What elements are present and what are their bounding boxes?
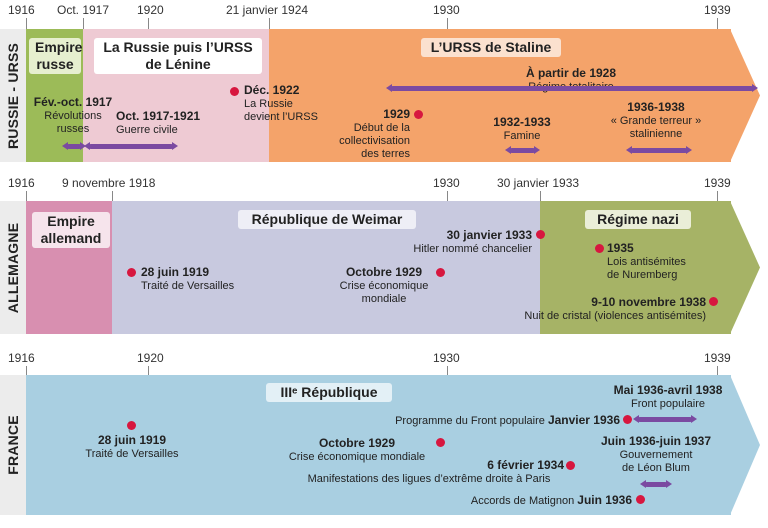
arrow-head-france [730,375,760,515]
tick-1939: 1939 [704,3,731,17]
duration-bar-guerre-civile [84,142,178,150]
tickmark [447,366,448,376]
event-dot-30-janvier-1933 [536,230,545,239]
duration-bar-front-populaire [633,415,697,423]
event-28-juin-1919: 28 juin 1919 Traité de Versailles [141,265,235,293]
row-sidebar [0,201,26,334]
event-dot-6-fevrier-1934 [566,461,575,470]
tickmark [447,18,448,30]
event-octobre-1929: Octobre 1929 Crise économique mondiale [288,436,426,464]
tick-21-janvier-1924: 21 janvier 1924 [226,3,309,17]
period-title-regime-nazi: Régime nazi [585,210,691,229]
tick-1920: 1920 [137,351,164,365]
tickmark [447,191,448,202]
tickmark [269,18,270,30]
duration-bar-leon-blum [640,480,672,488]
event-dot-9-10-novembre-1938 [709,297,718,306]
period-title-weimar: République de Weimar [238,210,416,229]
tickmark [148,18,149,30]
tickmark [26,191,27,202]
duration-bar-regime-totalitaire [386,84,758,92]
event-dot-octobre-1929 [436,268,445,277]
tickmark [26,366,27,376]
tick-1939: 1939 [704,351,731,365]
event-dot-28-juin-1919 [127,421,136,430]
event-dot-1935 [595,244,604,253]
tick-30-janvier-1933: 30 janvier 1933 [497,176,580,190]
duration-bar-grande-terreur [626,146,692,154]
arrow-head-allemagne [730,201,760,334]
duration-bar-fev-oct-1917 [62,142,86,150]
event-1932-1933: 1932-1933 Famine [493,115,551,143]
tick-1916: 1916 [8,351,35,365]
event-28-juin-1919: 28 juin 1919 Traité de Versailles [85,433,179,461]
event-9-10-novembre-1938: 9-10 novembre 1938 Nuit de cristal (viole… [524,295,706,323]
event-mai-1936-avril-1938: Mai 1936-avril 1938 Front populaire [613,383,723,411]
event-janvier-1936: Programme du Front populaire Janvier 193… [395,413,620,428]
tickmark [26,18,27,30]
event-1929: 1929 Début de la collectivisation des ter… [339,107,410,161]
event-oct-1917-1921: Oct. 1917-1921 Guerre civile [116,109,201,137]
tick-1930: 1930 [433,351,460,365]
tick-1916: 1916 [8,3,35,17]
row-sidebar [0,375,26,515]
event-juin-1936-juin-1937: Juin 1936-juin 1937 Gouvernement de Léon … [600,434,712,475]
tick-1920: 1920 [137,3,164,17]
period-title-urss-staline: L’URSS de Staline [421,38,561,57]
period-title-iiie-republique: IIIᵉ République [266,383,392,402]
event-dot-janvier-1936 [623,415,632,424]
tick-oct-1917: Oct. 1917 [57,3,110,17]
event-dot-dec-1922 [230,87,239,96]
event-1936-1938: 1936-1938 « Grande terreur » stalinienne [610,100,702,141]
period-title-russie-lenine: La Russie puis l’URSS de Lénine [94,38,262,74]
event-dot-octobre-1929 [436,438,445,447]
tick-1939: 1939 [704,176,731,190]
arrow-head-russie [730,29,760,162]
tickmark [717,366,718,376]
tick-9-novembre-1918: 9 novembre 1918 [62,176,156,190]
event-1935: 1935 Lois antisémites de Nuremberg [607,241,686,282]
row-label-allemagne: ALLEMAGNE [5,222,21,313]
tick-1930: 1930 [433,3,460,17]
tickmark [148,366,149,376]
event-dot-1929 [414,110,423,119]
row-sidebar [0,29,26,162]
tickmark [83,18,84,30]
event-dot-juin-1936 [636,495,645,504]
tickmark [717,18,718,30]
event-fev-oct-1917: Fév.-oct. 1917 Révolutions russes [33,95,113,136]
row-label-russie: RUSSIE - URSS [5,42,21,149]
event-6-fevrier-1934: 6 février 1934 Manifestations des ligues … [307,458,564,486]
duration-bar-famine [505,146,540,154]
period-title-empire-allemand: Empire allemand [32,212,110,248]
event-30-janvier-1933: 30 janvier 1933 Hitler nommé chancelier [413,228,532,256]
event-octobre-1929: Octobre 1929 Crise économique mondiale [339,265,429,306]
event-dec-1922: Déc. 1922 La Russie devient l’URSS [244,83,318,124]
tickmark [112,191,113,202]
event-dot-28-juin-1919 [127,268,136,277]
tickmark [717,191,718,202]
event-juin-1936: Accords de Matignon Juin 1936 [470,493,632,508]
row-label-france: FRANCE [5,415,21,475]
tick-1930: 1930 [433,176,460,190]
tickmark [540,191,541,202]
period-title-empire-russe: Empire russe [29,38,82,74]
tick-1916: 1916 [8,176,35,190]
